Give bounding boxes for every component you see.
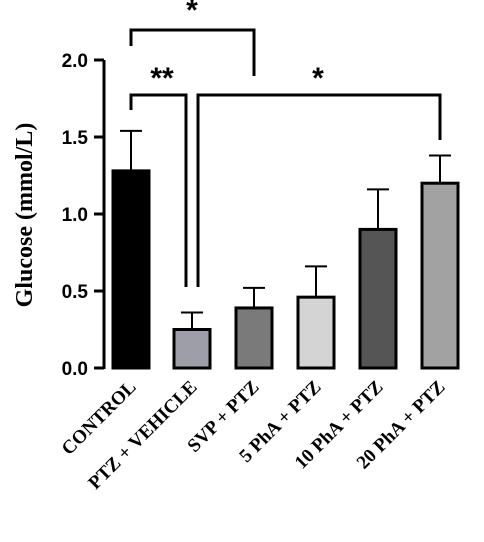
- y-tick-label: 0.5: [62, 282, 89, 303]
- bar: [420, 181, 460, 370]
- y-axis: 0.0 0.5 1.0 1.5 2.0: [62, 51, 106, 380]
- y-tick-label: 1.0: [62, 205, 88, 226]
- bar: [234, 306, 274, 370]
- y-axis-label: Glucose (mmol/L): [12, 123, 38, 308]
- significance-bracket: [129, 28, 256, 76]
- significance-brackets: *** *: [129, 0, 442, 287]
- bars: [111, 169, 460, 370]
- significance-bracket: [196, 93, 442, 287]
- significance-label: **: [150, 62, 174, 95]
- bar: [296, 295, 336, 370]
- error-bars: [120, 129, 451, 330]
- significance-label: *: [186, 0, 198, 27]
- y-tick-label: 1.5: [62, 128, 89, 149]
- significance-bracket: [129, 93, 188, 287]
- significance-label: *: [312, 62, 324, 95]
- x-tick-label: PTZ + VEHICLE: [84, 377, 201, 494]
- y-tick-label: 0.0: [62, 359, 88, 380]
- bar: [172, 328, 212, 370]
- y-tick-label: 2.0: [62, 51, 88, 72]
- bar: [111, 169, 151, 370]
- bar: [358, 227, 398, 370]
